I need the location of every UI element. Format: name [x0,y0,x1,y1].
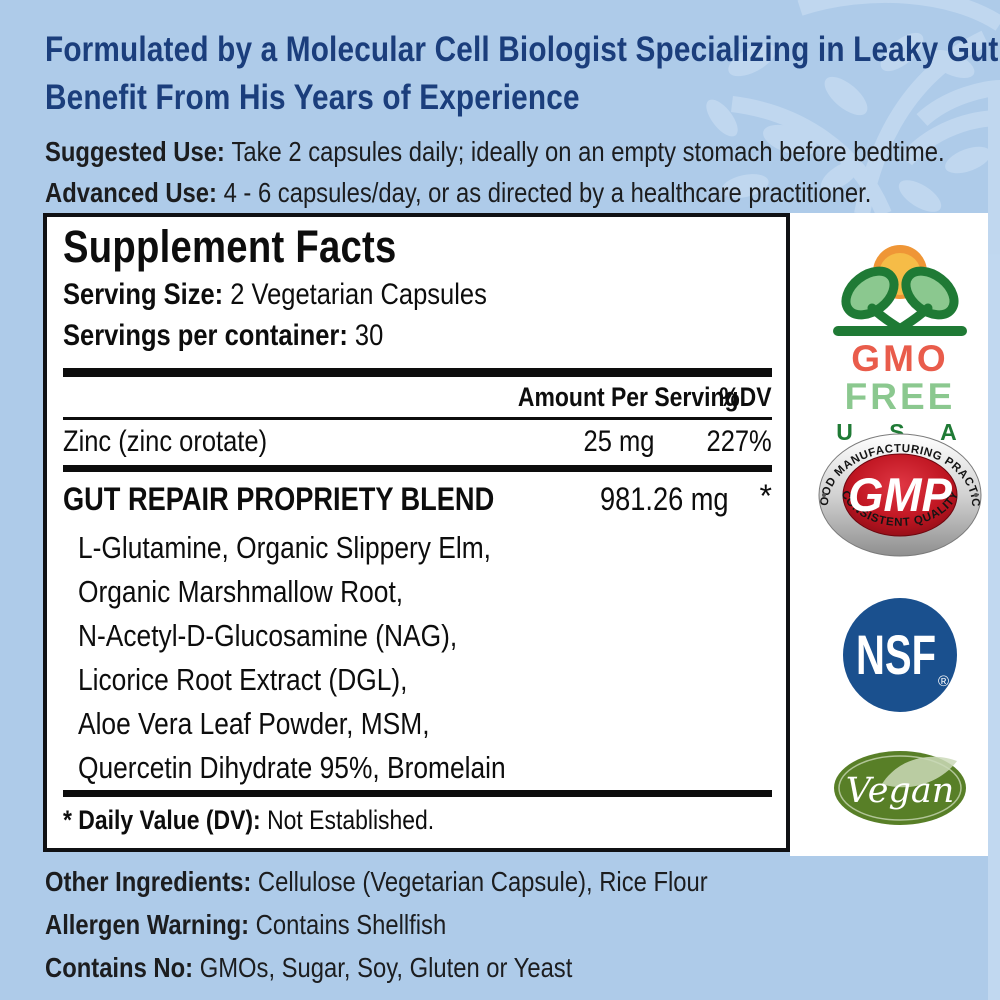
vegan-oval-icon: Vegan [834,751,966,825]
divider-medium [63,465,772,472]
blend-ingredient-list: L-Glutamine, Organic Slippery Elm, Organ… [63,526,772,790]
list-item: Licorice Root Extract (DGL), [78,662,408,697]
blend-name: GUT REPAIR PROPRIETY BLEND [63,481,495,517]
nsf-badge: NSF ® [800,596,1000,714]
other-ingredients-label: Other Ingredients: [45,866,258,897]
vegan-badge: Vegan [800,748,1000,828]
divider-thick-top [63,368,772,377]
serving-size-value: 2 Vegetarian Capsules [230,278,487,311]
free-text: FREE [844,376,956,417]
nsf-circle-icon: NSF ® [843,598,957,712]
gmp-center-text: GMP [848,468,953,521]
other-ingredients-line: Other Ingredients: Cellulose (Vegetarian… [45,860,825,903]
contains-no-label: Contains No: [45,952,200,983]
gmo-free-usa-badge: GMO FREE U S A [800,236,1000,446]
supplement-facts-title: Supplement Facts [63,221,397,272]
supplement-facts-panel: Supplement Facts Serving Size: 2 Vegetar… [43,213,790,852]
certification-badges: GMO FREE U S A GOOD MANUFACTURING PRAC [800,0,1000,1000]
servings-per-container-line: Servings per container: 30 [63,317,772,355]
ingredient-name: Zinc (zinc orotate) [63,425,268,458]
list-item: N-Acetyl-D-Glucosamine (NAG), [78,618,458,653]
dv-header: %DV [719,382,772,412]
list-item: L-Glutamine, Organic Slippery Elm, [78,530,491,565]
table-row: Zinc (zinc orotate) 25 mg 227% [63,420,772,465]
allergen-warning-label: Allergen Warning: [45,909,256,940]
serving-size-label: Serving Size: [63,278,231,311]
footnote-text: Not Established. [267,805,435,835]
servings-label: Servings per container: [63,319,355,352]
list-item: Quercetin Dihydrate 95%, Bromelain [78,750,506,785]
list-item: Organic Marshmallow Root, [78,574,404,609]
other-ingredients-text: Cellulose (Vegetarian Capsule), Rice Flo… [257,866,708,897]
divider-thin [63,417,772,420]
headline: Formulated by a Molecular Cell Biologist… [45,26,1000,122]
servings-value: 30 [354,319,384,352]
bottom-ingredient-info: Other Ingredients: Cellulose (Vegetarian… [45,860,825,989]
suggested-use-text: Take 2 capsules daily; ideally on an emp… [231,136,945,167]
blend-dv-asterisk: * [759,478,772,514]
contains-no-text: GMOs, Sugar, Soy, Gluten or Yeast [199,952,573,983]
facts-header-row: Amount Per Serving %DV [63,382,772,413]
allergen-warning-line: Allergen Warning: Contains Shellfish [45,903,825,946]
registered-mark: ® [938,673,949,690]
suggested-use-line: Suggested Use: Take 2 capsules daily; id… [45,131,1000,172]
footnote-label: * Daily Value (DV): [63,805,268,835]
vegan-text: Vegan [846,771,955,811]
leaf-icon [882,756,957,788]
blend-amount: 981.26 mg [600,481,729,517]
serving-size-line: Serving Size: 2 Vegetarian Capsules [63,276,772,314]
advanced-use-line: Advanced Use: 4 - 6 capsules/day, or as … [45,172,1000,213]
suggested-use-label: Suggested Use: [45,136,232,167]
headline-line1: Formulated by a Molecular Cell Biologist… [45,30,999,69]
table-row: GUT REPAIR PROPRIETY BLEND 981.26 mg * [63,478,772,518]
allergen-warning-text: Contains Shellfish [255,909,447,940]
divider-medium-bottom [63,790,772,797]
advanced-use-text: 4 - 6 capsules/day, or as directed by a … [223,177,872,208]
gmp-seal-icon: GOOD MANUFACTURING PRACTICE CONSISTENT Q… [816,431,982,557]
ingredient-dv: 227% [706,425,772,458]
list-item: Aloe Vera Leaf Powder, MSM, [78,706,430,741]
gmp-badge: GOOD MANUFACTURING PRACTICE CONSISTENT Q… [800,431,1000,559]
headline-line2: Benefit From His Years of Experience [45,78,580,117]
gmo-plant-icon [833,245,967,336]
daily-value-footnote: * Daily Value (DV): Not Established. [63,802,772,838]
advanced-use-label: Advanced Use: [45,177,224,208]
nsf-text: NSF [856,623,936,686]
contains-no-line: Contains No: GMOs, Sugar, Soy, Gluten or… [45,946,825,989]
ingredient-amount: 25 mg [583,425,654,458]
amount-per-serving-header: Amount Per Serving [517,382,739,412]
usage-directions: Suggested Use: Take 2 capsules daily; id… [45,131,1000,213]
gmo-text: GMO [851,338,949,379]
